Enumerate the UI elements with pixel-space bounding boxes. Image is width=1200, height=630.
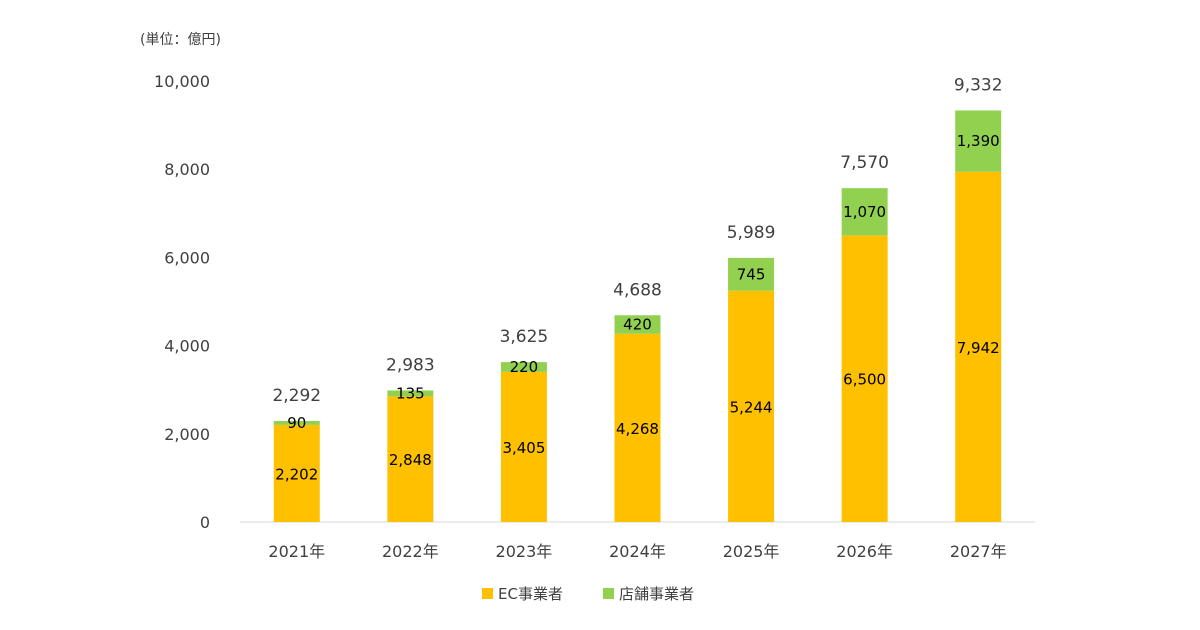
data-label-store: 135 bbox=[396, 384, 425, 402]
data-label-store: 745 bbox=[737, 265, 766, 283]
unit-label: (単位：億円) bbox=[140, 32, 221, 48]
y-tick-label: 6,000 bbox=[164, 248, 210, 267]
data-label-ec: 5,244 bbox=[730, 398, 773, 416]
bar-store bbox=[614, 315, 661, 334]
data-label-total: 2,292 bbox=[272, 386, 321, 406]
x-tick-label: 2024年 bbox=[609, 542, 666, 561]
data-label-store: 420 bbox=[623, 316, 652, 334]
y-tick-label: 4,000 bbox=[164, 337, 210, 356]
bar-store bbox=[500, 362, 547, 372]
bar-store bbox=[841, 188, 888, 236]
legend-label: 店舗事業者 bbox=[619, 585, 694, 603]
x-tick-label: 2022年 bbox=[382, 542, 439, 561]
x-tick-label: 2023年 bbox=[496, 542, 553, 561]
bar-ec bbox=[728, 290, 775, 522]
bar-ec bbox=[387, 396, 434, 522]
data-label-store: 220 bbox=[510, 358, 539, 376]
x-tick-label: 2025年 bbox=[723, 542, 780, 561]
legend-swatch bbox=[603, 588, 614, 599]
bar-store bbox=[387, 390, 434, 397]
data-label-store: 90 bbox=[287, 414, 306, 432]
bar-ec bbox=[500, 371, 547, 522]
data-label-ec: 7,942 bbox=[957, 339, 1000, 357]
data-label-ec: 2,848 bbox=[389, 451, 432, 469]
y-tick-label: 2,000 bbox=[164, 425, 210, 444]
x-tick-label: 2026年 bbox=[836, 542, 893, 561]
bars: 2,202 90 2,292 2,848 135 2,983 3,405 220 3,625 4,… bbox=[272, 75, 1003, 522]
data-label-ec: 2,202 bbox=[275, 465, 318, 483]
data-label-ec: 3,405 bbox=[502, 439, 545, 457]
legend: EC事業者 店舗事業者 bbox=[482, 585, 694, 603]
data-label-total: 4,688 bbox=[613, 280, 662, 300]
bar-store bbox=[955, 110, 1002, 172]
y-tick-label: 0 bbox=[200, 513, 210, 532]
x-tick-label: 2021年 bbox=[268, 542, 325, 561]
bar-ec bbox=[955, 171, 1002, 522]
data-label-ec: 6,500 bbox=[843, 371, 886, 389]
y-tick-label: 8,000 bbox=[164, 160, 210, 179]
data-label-store: 1,070 bbox=[843, 203, 886, 221]
y-axis-ticks: 0 2,000 4,000 6,000 8,000 10,000 bbox=[154, 72, 210, 532]
data-label-store: 1,390 bbox=[957, 132, 1000, 150]
data-label-total: 7,570 bbox=[840, 153, 889, 173]
bar-store bbox=[728, 257, 775, 291]
y-tick-label: 10,000 bbox=[154, 72, 210, 91]
data-label-total: 5,989 bbox=[727, 223, 776, 243]
legend-label: EC事業者 bbox=[498, 585, 563, 603]
bar-ec bbox=[841, 235, 888, 522]
x-axis-labels: 2021年 2022年 2023年 2024年 2025年 2026年 2027年 bbox=[268, 542, 1006, 561]
data-label-ec: 4,268 bbox=[616, 420, 659, 438]
legend-swatch bbox=[482, 588, 493, 599]
bar-store bbox=[273, 420, 320, 425]
data-label-total: 3,625 bbox=[500, 327, 549, 347]
x-tick-label: 2027年 bbox=[950, 542, 1007, 561]
bar-ec bbox=[614, 333, 661, 522]
bar-ec bbox=[273, 424, 320, 522]
data-label-total: 2,983 bbox=[386, 355, 435, 375]
data-label-total: 9,332 bbox=[954, 75, 1003, 95]
